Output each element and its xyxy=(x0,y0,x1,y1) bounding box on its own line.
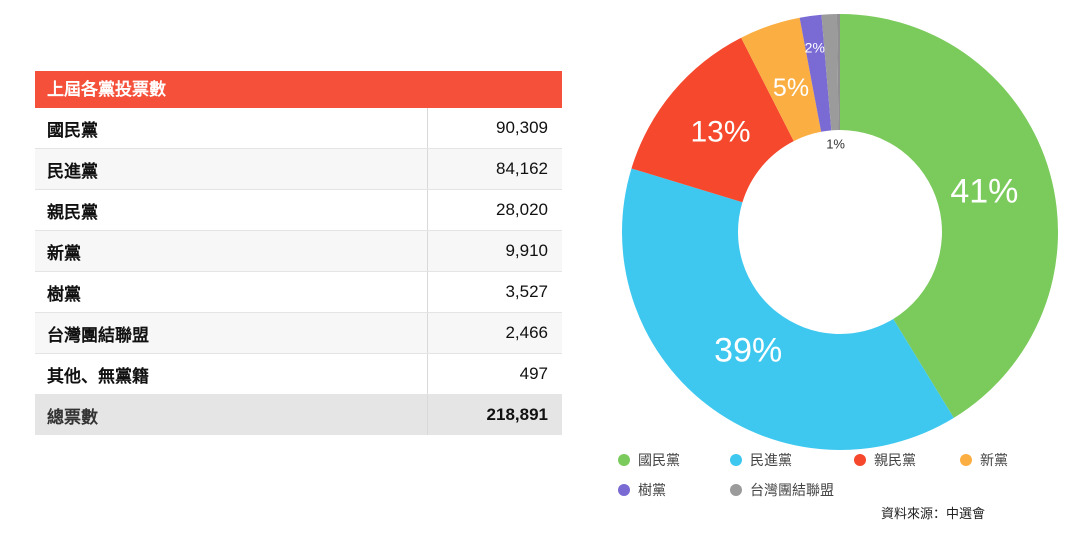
legend-dot xyxy=(854,454,866,466)
row-value: 28,020 xyxy=(496,200,548,219)
legend-dot xyxy=(618,484,630,496)
legend-dot xyxy=(730,454,742,466)
legend-dot xyxy=(730,484,742,496)
row-label: 親民黨 xyxy=(35,190,428,230)
row-label: 新黨 xyxy=(35,231,428,271)
donut-slice-label: 1% xyxy=(826,137,845,152)
donut-slice-label: 41% xyxy=(950,172,1018,210)
donut-slice xyxy=(799,14,832,132)
legend-label: 新黨 xyxy=(980,452,1008,468)
donut-slice-label: 2% xyxy=(805,40,825,56)
legend-item: 台灣團結聯盟 xyxy=(730,480,854,500)
legend-label: 民進黨 xyxy=(750,452,792,468)
table-row: 其他、無黨籍 497 xyxy=(35,354,562,395)
legend-item: 新黨 xyxy=(960,450,1008,470)
row-value: 497 xyxy=(519,364,548,383)
legend-label: 樹黨 xyxy=(638,482,666,498)
total-value: 218,891 xyxy=(486,405,548,424)
donut-slice-label: 13% xyxy=(690,115,750,148)
source-note: 資料來源：中選會 xyxy=(880,506,985,521)
vote-table: 上屆各黨投票數 國民黨 90,309 民進黨 84,162 親民黨 28,020… xyxy=(35,71,562,435)
table-row: 台灣團結聯盟 2,466 xyxy=(35,313,562,354)
table-row: 國民黨 90,309 xyxy=(35,108,562,149)
donut-slice xyxy=(631,37,794,203)
donut-slice xyxy=(741,17,822,142)
table-total-row: 總票數 218,891 xyxy=(35,395,562,435)
row-value: 84,162 xyxy=(496,159,548,178)
table-row: 親民黨 28,020 xyxy=(35,190,562,231)
row-label: 其他、無黨籍 xyxy=(35,354,428,394)
table-row: 民進黨 84,162 xyxy=(35,149,562,190)
table-row: 樹黨 3,527 xyxy=(35,272,562,313)
legend-dot xyxy=(960,454,972,466)
donut-slice-label: 5% xyxy=(773,74,809,102)
row-value: 90,309 xyxy=(496,118,548,137)
legend-label: 國民黨 xyxy=(638,452,680,468)
row-label: 民進黨 xyxy=(35,149,428,189)
row-value: 9,910 xyxy=(505,241,548,260)
table-row: 新黨 9,910 xyxy=(35,231,562,272)
row-value: 2,466 xyxy=(505,323,548,342)
donut-slice-label: 39% xyxy=(714,332,782,370)
legend-item: 民進黨 xyxy=(730,450,854,470)
donut-chart: 41% 39% 13% 5% 2% 1% xyxy=(621,13,1059,451)
row-label: 樹黨 xyxy=(35,272,428,312)
legend-label: 台灣團結聯盟 xyxy=(750,482,834,498)
row-label: 台灣團結聯盟 xyxy=(35,313,428,353)
legend-item: 國民黨 xyxy=(618,450,730,470)
donut-slice xyxy=(840,14,1059,418)
total-label: 總票數 xyxy=(35,395,428,435)
row-label: 國民黨 xyxy=(35,108,428,148)
table-body: 國民黨 90,309 民進黨 84,162 親民黨 28,020 新黨 9,91… xyxy=(35,108,562,435)
donut-chart-container: 41% 39% 13% 5% 2% 1% xyxy=(620,12,1060,452)
table-title: 上屆各黨投票數 xyxy=(35,71,562,108)
legend-dot xyxy=(618,454,630,466)
legend-item: 親民黨 xyxy=(854,450,960,470)
donut-slice xyxy=(821,14,839,131)
legend-label: 親民黨 xyxy=(874,452,916,468)
donut-slice xyxy=(621,168,954,451)
legend-item: 樹黨 xyxy=(618,480,730,500)
chart-legend: 國民黨 民進黨 親民黨 新黨樹黨 台灣團結聯盟 xyxy=(618,450,1008,500)
row-value: 3,527 xyxy=(505,282,548,301)
donut-slice xyxy=(836,13,840,131)
